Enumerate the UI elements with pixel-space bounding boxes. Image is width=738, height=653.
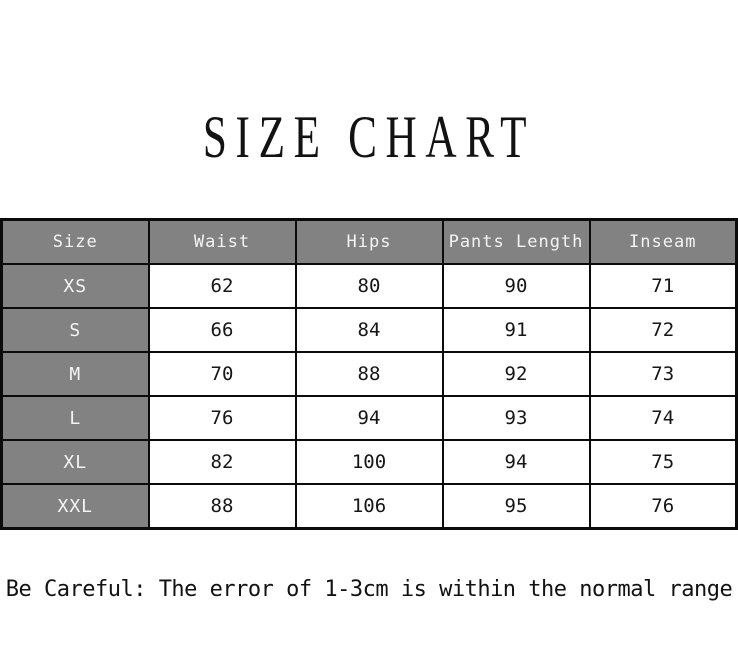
table-row-xl: XL 82 100 94 75 (0, 439, 738, 485)
table-cell-waist: 62 (147, 263, 297, 309)
table-cell-pants-length: 90 (441, 263, 591, 309)
table-cell-hips: 88 (294, 351, 444, 397)
table-cell-waist: 70 (147, 351, 297, 397)
header-row: Size Waist Hips Pants Length Inseam (0, 218, 738, 265)
page-title: SIZE CHART (202, 104, 536, 170)
size-row-label: S (0, 307, 150, 353)
table-cell-inseam: 75 (588, 439, 738, 485)
size-row-label: XL (0, 439, 150, 485)
table-cell-hips: 106 (294, 483, 444, 530)
size-row-label: L (0, 395, 150, 441)
table-cell-hips: 100 (294, 439, 444, 485)
table-cell-pants-length: 92 (441, 351, 591, 397)
table-cell-waist: 76 (147, 395, 297, 441)
table-row-s: S 66 84 91 72 (0, 307, 738, 353)
size-table: Size Waist Hips Pants Length Inseam XS 6… (0, 218, 738, 530)
table-cell-pants-length: 94 (441, 439, 591, 485)
column-header-pants-length: Pants Length (441, 218, 591, 265)
table-cell-pants-length: 93 (441, 395, 591, 441)
table-row-xxl: XXL 88 106 95 76 (0, 483, 738, 530)
table-cell-inseam: 72 (588, 307, 738, 353)
table-cell-hips: 84 (294, 307, 444, 353)
table-cell-inseam: 76 (588, 483, 738, 530)
table-cell-waist: 66 (147, 307, 297, 353)
table-cell-waist: 88 (147, 483, 297, 530)
table-row-l: L 76 94 93 74 (0, 395, 738, 441)
table-cell-inseam: 74 (588, 395, 738, 441)
table-cell-waist: 82 (147, 439, 297, 485)
table-cell-inseam: 71 (588, 263, 738, 309)
column-header-waist: Waist (147, 218, 297, 265)
size-row-label: XS (0, 263, 150, 309)
size-table-body: XS 62 80 90 71 S 66 84 91 72 M 70 88 92 … (0, 263, 738, 530)
table-cell-hips: 80 (294, 263, 444, 309)
table-cell-inseam: 73 (588, 351, 738, 397)
size-table-header: Size Waist Hips Pants Length Inseam (0, 218, 738, 265)
table-row-xs: XS 62 80 90 71 (0, 263, 738, 309)
column-header-hips: Hips (294, 218, 444, 265)
table-row-m: M 70 88 92 73 (0, 351, 738, 397)
tolerance-note: Be Careful: The error of 1-3cm is within… (5, 577, 733, 602)
table-cell-pants-length: 95 (441, 483, 591, 530)
table-cell-pants-length: 91 (441, 307, 591, 353)
size-row-label: M (0, 351, 150, 397)
column-header-inseam: Inseam (588, 218, 738, 265)
size-row-label: XXL (0, 483, 150, 530)
column-header-size: Size (0, 218, 150, 265)
table-cell-hips: 94 (294, 395, 444, 441)
